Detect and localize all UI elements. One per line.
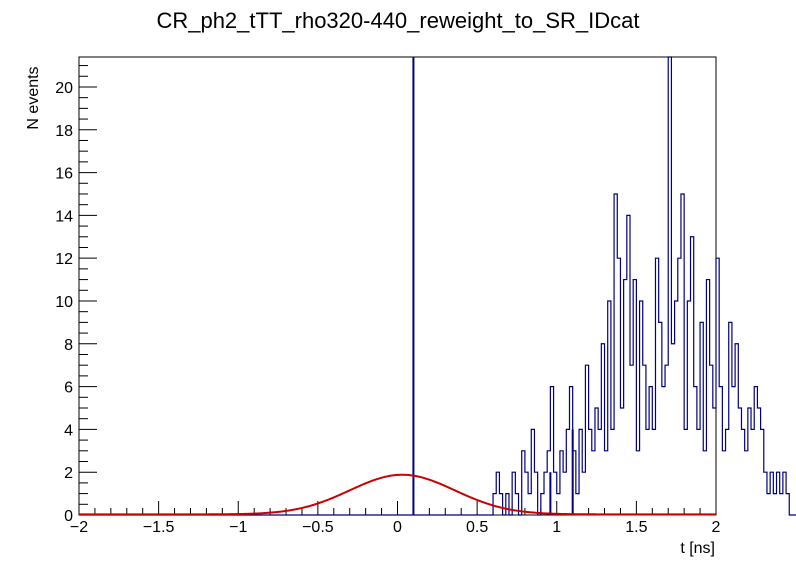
fit-fit (79, 473, 716, 516)
histogram-data (79, 56, 796, 516)
y-tick-label: 20 (55, 80, 73, 97)
x-tick-label: 2 (712, 519, 721, 536)
y-tick-label: 10 (55, 294, 73, 311)
y-tick-label: 16 (55, 166, 73, 183)
y-tick-label: 12 (55, 251, 73, 268)
y-tick-label: 8 (64, 337, 73, 354)
gaussian-fit-curve (79, 473, 716, 516)
y-tick-label: 18 (55, 123, 73, 140)
y-axis-label: N events (25, 66, 42, 129)
x-tick-label: 1 (552, 519, 561, 536)
y-tick-label: 2 (64, 465, 73, 482)
x-tick-label: −1.5 (143, 519, 175, 536)
x-tick-label: 1.5 (625, 519, 647, 536)
x-tick-label: 0.5 (466, 519, 488, 536)
series-layer (79, 56, 796, 516)
y-tick-label: 14 (55, 208, 73, 225)
y-tick-label: 0 (64, 508, 73, 525)
x-axis-label: t [ns] (680, 540, 715, 557)
x-tick-label: −0.5 (302, 519, 334, 536)
y-tick-label: 6 (64, 380, 73, 397)
x-tick-label: 0 (393, 519, 402, 536)
x-tick-label: −1 (229, 519, 247, 536)
y-tick-label: 4 (64, 422, 73, 439)
x-tick-label: −2 (70, 519, 88, 536)
x-axis-ticks: −2 −1.5 −1 −0.5 0 0.5 1 1.5 2 (70, 501, 721, 536)
chart-title: CR_ph2_tTT_rho320-440_reweight_to_SR_IDc… (156, 8, 639, 33)
histogram-step-line (79, 56, 796, 516)
y-axis-ticks: 0 2 4 6 8 10 12 14 16 18 20 (55, 65, 97, 525)
